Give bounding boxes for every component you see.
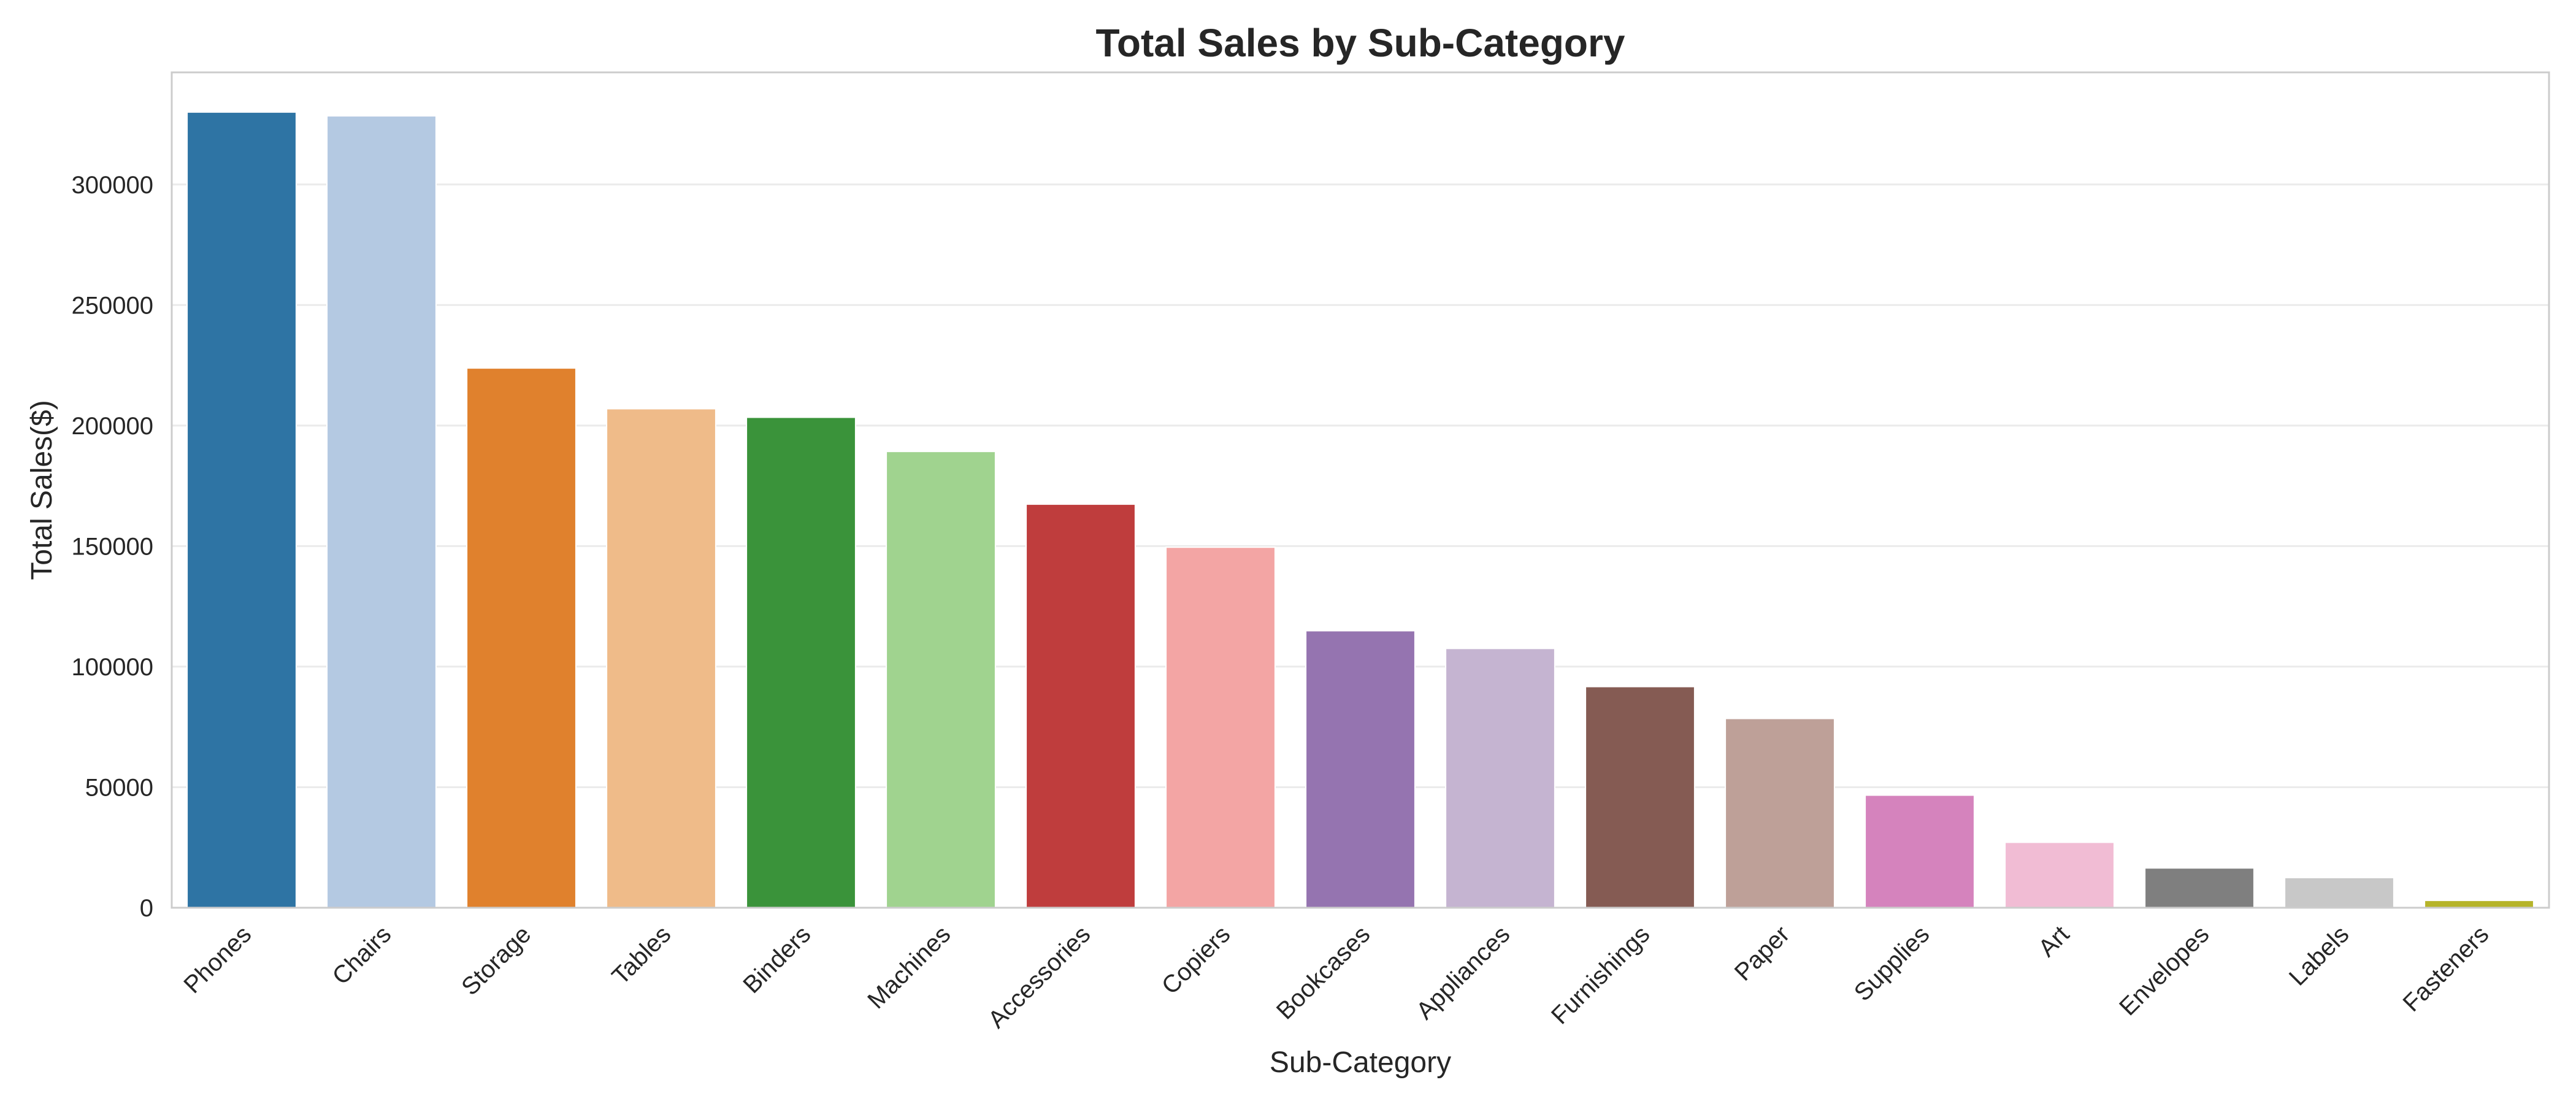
plot-frame <box>171 71 2550 909</box>
y-tick-labels: 0 50000 100000 150000 200000 250000 300000 <box>72 172 153 922</box>
y-tick-label: 250000 <box>72 292 153 319</box>
bar-furnishings <box>1585 686 1695 908</box>
bar-labels <box>2284 876 2394 908</box>
bar-appliances <box>1445 648 1555 908</box>
bar-bookcases <box>1305 630 1416 908</box>
bar-machines <box>886 451 996 908</box>
bar-paper <box>1725 718 1835 908</box>
bar-tables <box>606 408 716 908</box>
y-tick-label: 200000 <box>72 413 153 440</box>
y-tick-label: 100000 <box>72 654 153 681</box>
bar-binders <box>746 416 856 908</box>
bar-fasteners <box>2424 900 2534 908</box>
bar-chairs <box>326 115 437 908</box>
bars <box>186 111 2534 909</box>
y-tick-label: 150000 <box>72 533 153 560</box>
bar-phones <box>186 111 297 909</box>
chart-title: Total Sales by Sub-Category <box>1096 21 1625 65</box>
bar-accessories <box>1025 504 1136 908</box>
y-tick-label: 50000 <box>85 774 153 801</box>
bar-supplies <box>1865 794 1975 909</box>
bar-storage <box>466 367 577 908</box>
bar-copiers <box>1165 546 1276 908</box>
y-axis-label: Total Sales($) <box>26 400 58 580</box>
bar-art <box>2004 841 2115 908</box>
x-axis-label: Sub-Category <box>1270 1046 1451 1079</box>
y-tick-label: 0 <box>140 895 153 922</box>
y-tick-label: 300000 <box>72 172 153 199</box>
bar-envelopes <box>2144 867 2255 908</box>
